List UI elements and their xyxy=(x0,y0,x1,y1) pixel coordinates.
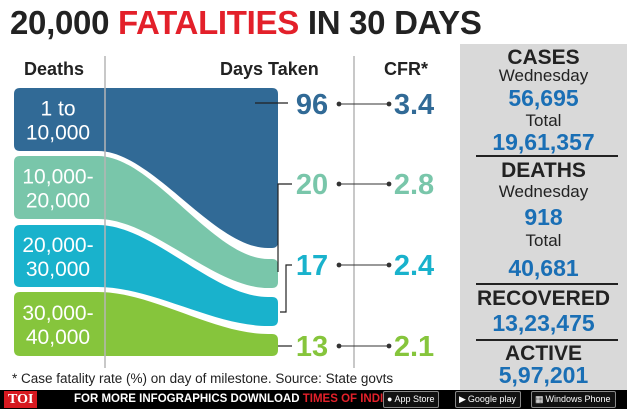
deaths-range-line1: 20,000- xyxy=(22,234,93,257)
lines-layer xyxy=(104,56,392,368)
connector-dot xyxy=(336,181,342,187)
toi-logo: TOI xyxy=(4,391,38,408)
deaths-range-line2: 30,000 xyxy=(26,258,90,281)
app-store-badge[interactable]: ● App Store xyxy=(383,391,440,408)
deaths-range-line1: 30,000- xyxy=(22,302,93,325)
cases-total-label: Total xyxy=(525,111,562,130)
deaths-total-label: Total xyxy=(525,231,562,250)
separator xyxy=(476,283,618,285)
days-taken-value: 20 xyxy=(296,169,328,201)
header-cfr: CFR* xyxy=(384,59,428,79)
connector-dot xyxy=(336,343,342,349)
leader-line xyxy=(280,264,292,313)
cases-heading: CASES xyxy=(507,46,580,69)
cfr-value: 2.8 xyxy=(394,169,434,201)
days-taken-value: 96 xyxy=(296,89,328,121)
band-1 xyxy=(14,88,278,248)
days-taken-value: 17 xyxy=(296,250,328,282)
deaths-range-line2: 40,000 xyxy=(26,326,90,349)
apple-icon: ● xyxy=(387,394,393,404)
band-2 xyxy=(14,156,278,288)
deaths-range-line2: 20,000 xyxy=(26,190,90,213)
active-heading: ACTIVE xyxy=(504,342,582,365)
band-4 xyxy=(14,292,278,356)
windows-phone-badge[interactable]: ▦ Windows Phone xyxy=(531,391,616,408)
connector-dot xyxy=(386,181,392,187)
connector-dot xyxy=(336,262,342,268)
connector-dot xyxy=(336,101,342,107)
cases-wednesday-value: 56,695 xyxy=(508,85,579,111)
deaths-range-line2: 10,000 xyxy=(26,122,90,145)
band-3 xyxy=(14,225,278,326)
connector-dot xyxy=(386,343,392,349)
windows-icon: ▦ xyxy=(535,394,544,404)
connector-dot xyxy=(386,262,392,268)
deaths-range-line1: 1 to xyxy=(40,98,75,121)
leader-line xyxy=(277,183,292,272)
deaths-wednesday-label: Wednesday xyxy=(498,182,589,201)
deaths-heading: DEATHS xyxy=(501,159,586,182)
footer-promo: FOR MORE INFOGRAPHICS DOWNLOAD TIMES OF … xyxy=(74,393,418,405)
active-value: 5,97,201 xyxy=(498,362,589,388)
deaths-range-line1: 10,000- xyxy=(22,166,93,189)
header-deaths: Deaths xyxy=(24,59,85,79)
cases-total-value: 19,61,357 xyxy=(492,129,595,155)
summary-panel xyxy=(460,44,627,392)
play-icon: ▶ xyxy=(459,394,466,404)
cfr-value: 2.1 xyxy=(394,331,434,363)
bands-layer xyxy=(14,88,278,356)
page-title: 20,000 FATALITIES IN 30 DAYS xyxy=(10,4,482,41)
recovered-value: 13,23,475 xyxy=(492,310,595,336)
deaths-total-value: 40,681 xyxy=(508,255,579,281)
separator xyxy=(476,155,618,157)
cfr-value: 3.4 xyxy=(394,89,434,121)
cfr-value: 2.4 xyxy=(394,250,434,282)
header-days-taken: Days Taken xyxy=(220,59,319,79)
google-play-badge[interactable]: ▶ Google play xyxy=(455,391,521,408)
days-taken-value: 13 xyxy=(296,331,328,363)
connector-dot xyxy=(386,101,392,107)
footnote: * Case fatality rate (%) on day of miles… xyxy=(12,371,394,386)
recovered-heading: RECOVERED xyxy=(476,287,611,310)
separator xyxy=(476,339,618,341)
cases-wednesday-label: Wednesday xyxy=(498,66,589,85)
deaths-wednesday-value: 918 xyxy=(524,204,563,230)
